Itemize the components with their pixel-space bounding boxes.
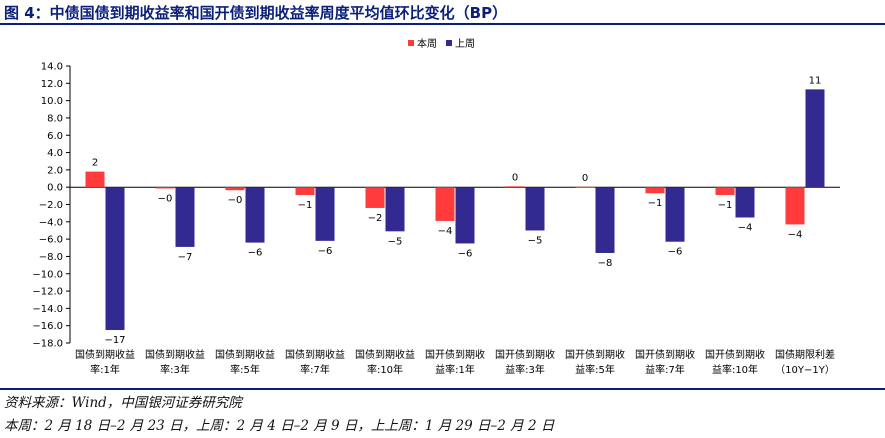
category-label-8: 益率:7年 [645,363,685,376]
y-tick-label: −8.0 [39,252,63,263]
label-last-week-3: −6 [318,246,333,257]
label-last-week-10: 11 [809,75,822,86]
title-rule [0,23,885,25]
bar-chart: 本周 上周 14.0 12.0 10.0 8.0 6.0 4.0 2.0 0.0 −2.0 −4.… [32,37,840,376]
label-last-week-2: −6 [248,248,263,259]
y-tick-label: 12.0 [41,79,63,90]
bar-this-week-2 [225,187,245,191]
label-this-week-0: 2 [92,158,98,169]
category-label-9: 益率:10年 [712,363,758,376]
y-tick-label: −16.0 [32,321,63,332]
bar-this-week-1 [155,187,175,189]
label-this-week-4: −2 [368,213,383,224]
bar-last-week-8 [665,187,685,242]
label-this-week-5: −4 [438,226,453,237]
label-last-week-6: −5 [528,235,543,246]
label-this-week-9: −1 [718,200,733,211]
y-tick-label: −2.0 [39,200,63,211]
category-label-5: 益率:1年 [435,363,475,376]
y-tick-label: 8.0 [47,113,63,124]
bar-last-week-1 [175,187,195,247]
legend-swatch-last-week [446,40,452,46]
category-label-8: 国开债到期收 [635,348,695,361]
bar-this-week-6 [505,186,525,188]
category-label-9: 国开债到期收 [705,348,765,361]
label-this-week-2: −0 [228,195,243,206]
bar-last-week-7 [595,187,615,253]
y-tick-label: −10.0 [32,269,63,280]
bar-last-week-2 [245,187,265,243]
y-tick-label: −12.0 [32,287,63,298]
category-label-1: 率:3年 [160,363,190,376]
y-axis: 14.0 12.0 10.0 8.0 6.0 4.0 2.0 0.0 −2.0 −4.0 −6.0 −… [32,62,840,350]
y-tick-label: −18.0 [32,339,63,350]
y-tick-label: 2.0 [47,165,63,176]
bar-this-week-4 [365,187,385,208]
category-label-2: 国债到期收益 [215,348,275,361]
label-last-week-9: −4 [738,222,753,233]
category-label-0: 率:1年 [90,363,120,376]
bar-this-week-5 [435,187,455,221]
bar-last-week-9 [735,187,755,218]
label-last-week-8: −6 [668,247,683,258]
bar-this-week-9 [715,187,735,195]
legend-swatch-this-week [408,40,414,46]
category-label-6: 国开债到期收 [495,348,555,361]
category-label-7: 国开债到期收 [565,348,625,361]
legend: 本周 上周 [408,37,475,50]
bar-last-week-4 [385,187,405,232]
source-note: 资料来源：Wind，中国银河证券研究院 [4,395,242,411]
bar-last-week-6 [525,187,545,231]
bar-this-week-8 [645,187,665,194]
y-tick-label: 6.0 [47,131,63,142]
y-tick-label: 4.0 [47,148,63,159]
period-note: 本周：2 月 18 日–2 月 23 日，上周：2 月 4 日–2 月 9 日，… [4,418,555,434]
bar-last-week-10 [805,89,825,188]
footer-rule [0,388,885,390]
legend-label-last-week: 上周 [455,38,475,50]
label-this-week-7: 0 [582,173,588,184]
label-last-week-5: −6 [458,248,473,259]
category-label-4: 国债到期收益 [355,348,415,361]
label-last-week-4: −5 [388,236,403,247]
category-label-3: 率:7年 [300,363,330,376]
category-label-10: 国债期限利差 [775,348,835,361]
bars: 2 −0 −0 −1 −2 −4 0 0 −1 −1 −4 −17 −7 −6 −6 −5 −6 −5 −8 −6 −4… [85,75,825,346]
label-last-week-7: −8 [598,258,613,269]
y-tick-label: 10.0 [41,96,63,107]
label-last-week-0: −17 [104,335,125,346]
x-axis-labels: 国债到期收益率:1年国债到期收益率:3年国债到期收益率:5年国债到期收益率:7年… [75,348,835,376]
category-label-7: 益率:5年 [575,363,615,376]
bar-this-week-10 [785,187,805,225]
category-label-3: 国债到期收益 [285,348,345,361]
bar-this-week-3 [295,187,315,195]
category-label-1: 国债到期收益 [145,348,205,361]
bar-last-week-3 [315,187,335,241]
category-label-10: （10Y−1Y） [775,364,835,376]
category-label-5: 国开债到期收 [425,348,485,361]
bar-last-week-5 [455,187,475,244]
label-this-week-8: −1 [648,198,663,209]
figure-title: 图 4：中债国债到期收益率和国开债到期收益率周度平均值环比变化（BP） [4,4,508,22]
label-this-week-1: −0 [158,193,173,204]
label-this-week-10: −4 [788,229,803,240]
category-label-2: 率:5年 [230,363,260,376]
category-label-0: 国债到期收益 [75,348,135,361]
y-tick-label: −6.0 [39,235,63,246]
bar-this-week-0 [85,171,105,188]
y-tick-label: −14.0 [32,304,63,315]
label-this-week-3: −1 [298,200,313,211]
category-label-6: 益率:3年 [505,363,545,376]
y-tick-label: −4.0 [39,217,63,228]
legend-label-this-week: 本周 [417,37,437,50]
y-tick-label: 14.0 [41,62,63,73]
label-this-week-6: 0 [512,172,518,183]
category-label-4: 率:10年 [367,363,403,376]
y-tick-label: 0.0 [47,183,63,194]
label-last-week-1: −7 [178,252,193,263]
bar-last-week-0 [105,187,125,331]
bar-this-week-7 [575,186,595,188]
